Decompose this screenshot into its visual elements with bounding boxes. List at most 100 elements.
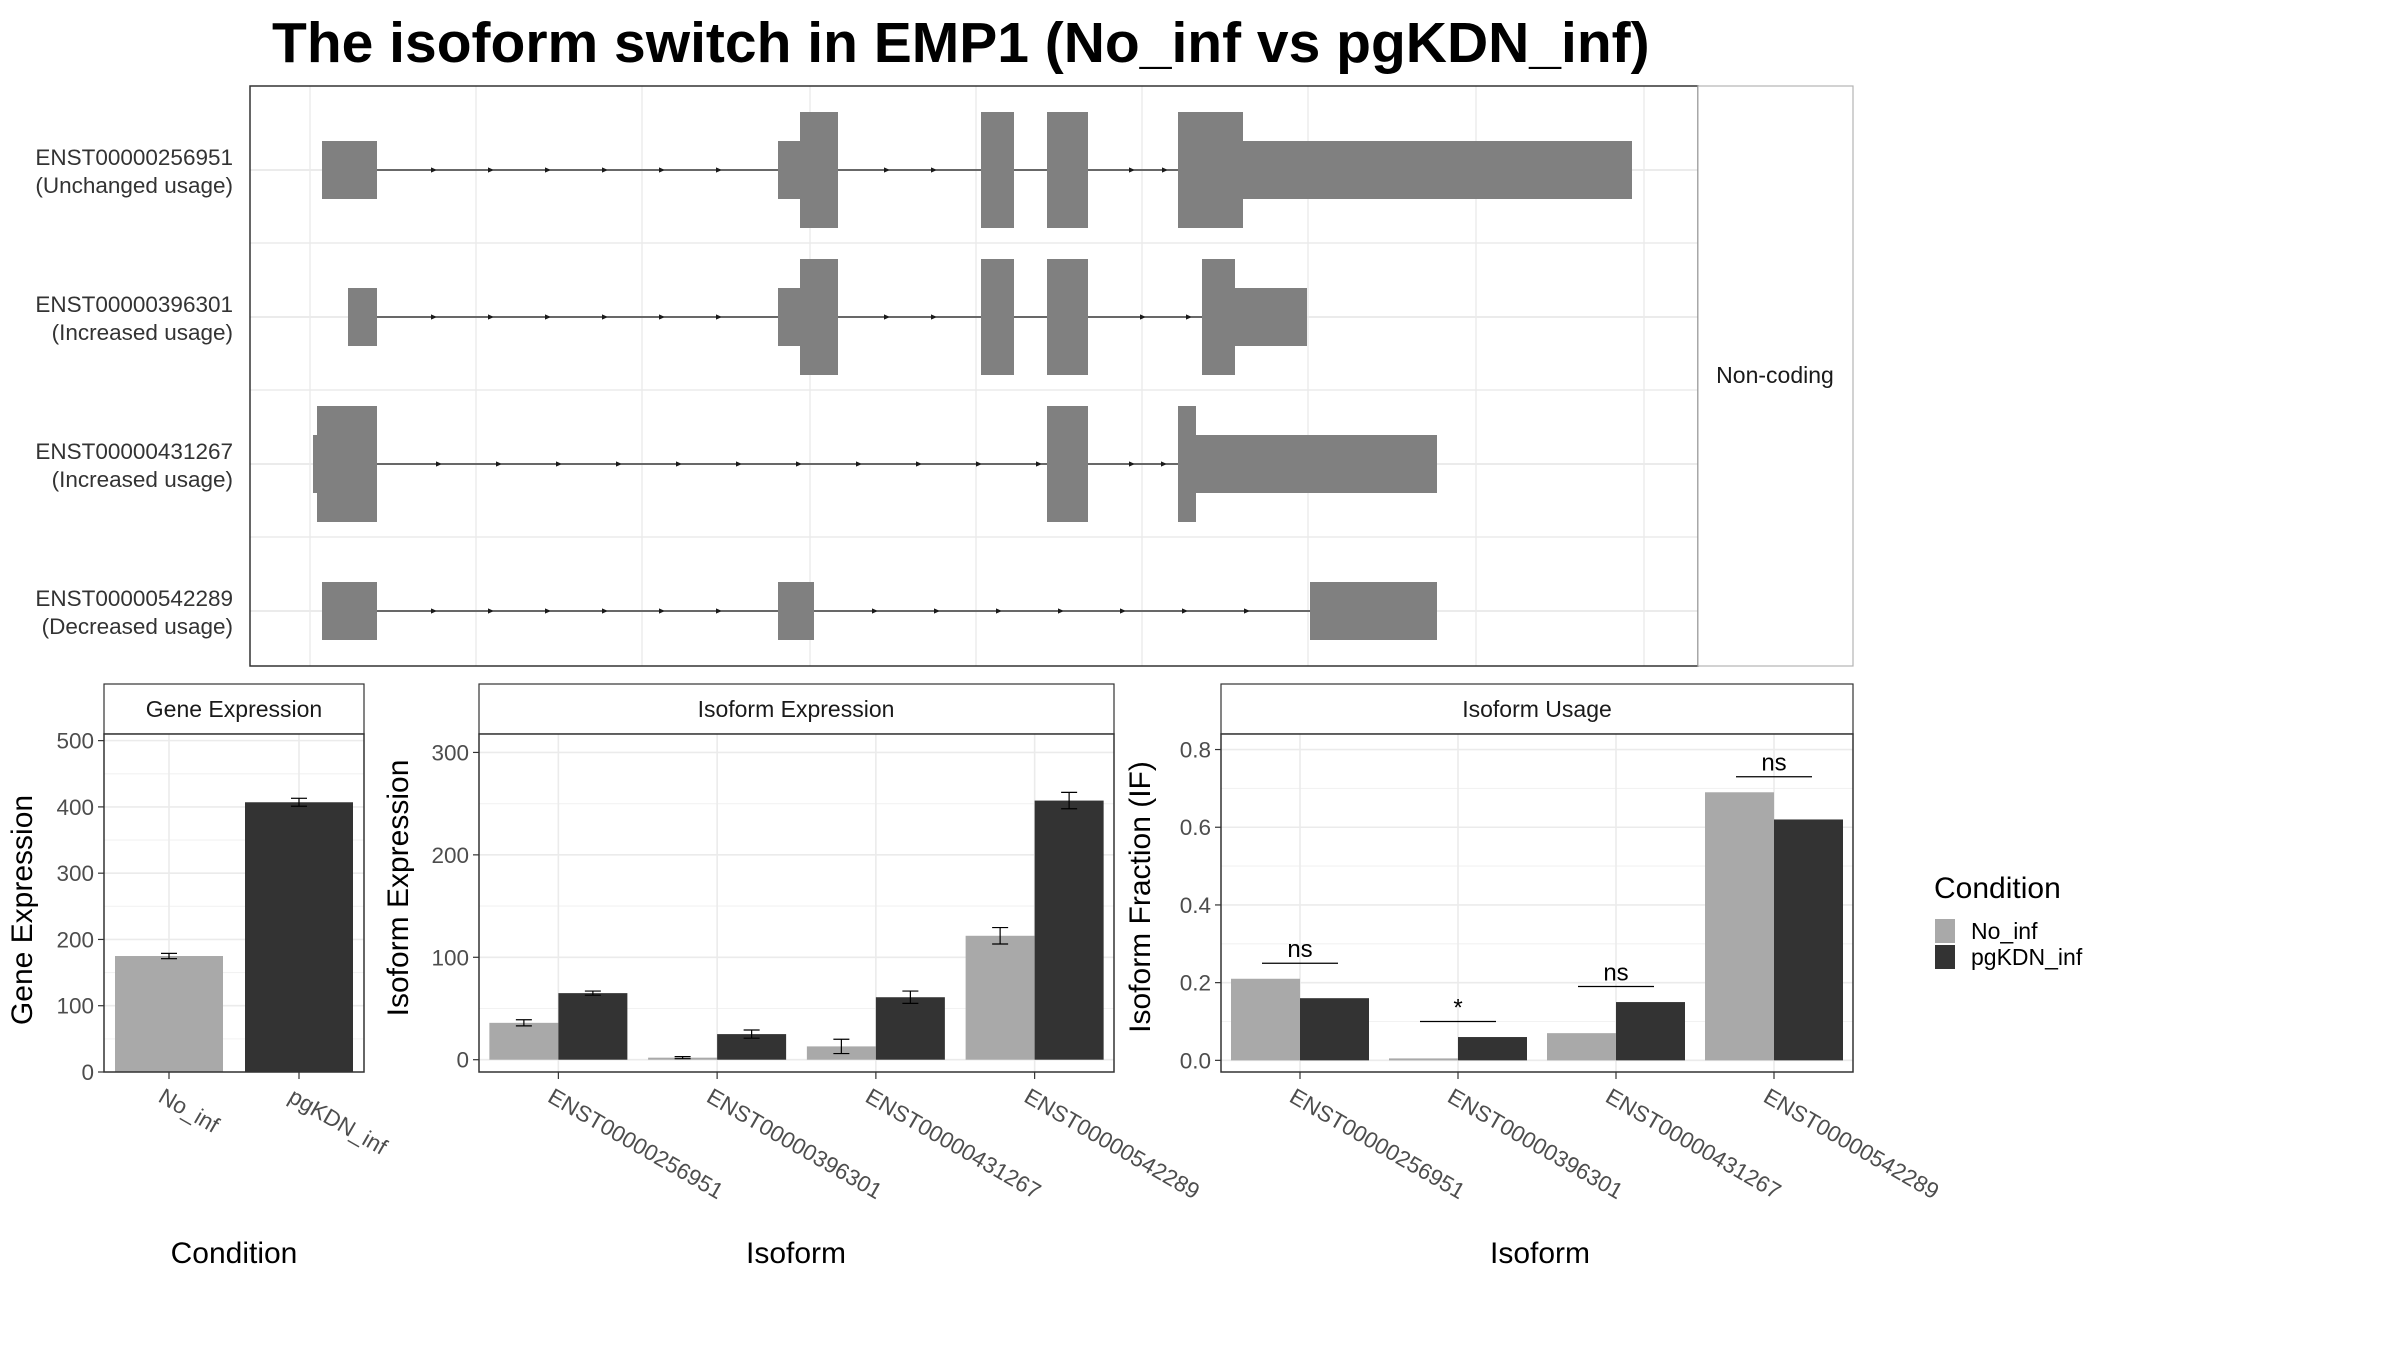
isoform-expression-panel: Isoform Expression 0 100 200 300 ENST0000025… [382, 683, 1204, 1270]
exon-block [322, 582, 377, 640]
intron-direction-arrow [659, 314, 665, 320]
plot-border [478, 733, 1115, 1073]
exon-block [317, 406, 377, 522]
intron-direction-arrow [431, 314, 437, 320]
legend: Condition No_inf pgKDN_inf [1934, 872, 2083, 970]
intron-direction-arrow [916, 461, 922, 467]
x-tick-label: ENST00000542289 [1760, 1084, 1944, 1204]
exon-block [778, 141, 800, 199]
intron-direction-arrow [1058, 608, 1064, 614]
exon-block [1047, 112, 1088, 228]
isoform-usage-ylabel: Isoform Fraction (IF) [1124, 761, 1157, 1033]
intron-direction-arrow [488, 608, 494, 614]
isoform-expression-plot: 0 100 200 300 ENST00000256951ENST00000396301… [431, 733, 1204, 1204]
intron-direction-arrow [1120, 608, 1126, 614]
significance-label: ns [1761, 750, 1786, 777]
intron-direction-arrow [884, 314, 890, 320]
intron-direction-arrow [496, 461, 502, 467]
transcript-usage-label: (Unchanged usage) [35, 173, 233, 198]
intron-direction-arrow [976, 461, 982, 467]
intron-direction-arrow [996, 608, 1002, 614]
intron-direction-arrow [602, 608, 608, 614]
intron-direction-arrow [1161, 461, 1167, 467]
bar [875, 997, 945, 1060]
x-tick-label: ENST00000431267 [1602, 1084, 1786, 1204]
intron-direction-arrow [1182, 608, 1188, 614]
bar [1616, 1002, 1685, 1061]
intron-direction-arrow [488, 167, 494, 173]
plot-border [1220, 733, 1854, 1073]
exon-block [778, 582, 814, 640]
x-tick-label: ENST00000396301 [703, 1084, 887, 1204]
intron-direction-arrow [556, 461, 562, 467]
intron-direction-arrow [676, 461, 682, 467]
y-tick-label: 0.2 [1180, 971, 1211, 996]
y-tick-label: 0.8 [1180, 738, 1211, 763]
intron-direction-arrow [934, 608, 940, 614]
isoform-expression-strip [478, 683, 1115, 735]
legend-title: Condition [1934, 872, 2061, 905]
intron-direction-arrow [796, 461, 802, 467]
bar [1034, 800, 1104, 1060]
figure-title: The isoform switch in EMP1 (No_inf vs pg… [272, 11, 1650, 75]
intron-direction-arrow [856, 461, 862, 467]
transcript-id-label: ENST00000431267 [35, 439, 233, 464]
exon-block [1202, 259, 1235, 375]
intron-direction-arrow [659, 167, 665, 173]
exon-block [1196, 435, 1437, 493]
gene-expression-strip-label: Gene Expression [146, 696, 322, 722]
gene-expression-xlabel: Condition [171, 1237, 298, 1270]
transcript-id-label: ENST00000256951 [35, 145, 233, 170]
y-tick-label: 100 [56, 994, 94, 1019]
y-tick-label: 300 [56, 861, 94, 886]
y-tick-label: 500 [56, 729, 94, 754]
transcript-ENST00000256951 [322, 112, 1632, 228]
intron-direction-arrow [659, 608, 665, 614]
legend-key-pgkdn-inf [1935, 945, 1955, 969]
y-tick-label: 200 [56, 927, 94, 952]
exon-block [778, 288, 800, 346]
isoform-usage-plot: 0.00.20.40.60.8ns*nsnsENST00000256951ENS… [1180, 733, 1944, 1204]
intron-direction-arrow [431, 167, 437, 173]
isoform-usage-strip [1220, 683, 1854, 735]
significance-label: ns [1603, 960, 1628, 987]
gene-structure-panel: Non-coding ENST00000256951 (Unchanged usa… [35, 85, 1854, 667]
exon-block [1235, 288, 1307, 346]
structure-facet-strip [1697, 85, 1854, 667]
bar [558, 993, 628, 1060]
y-tick-label: 200 [431, 843, 469, 868]
y-tick-label: 0 [456, 1048, 469, 1073]
bar [1774, 819, 1843, 1061]
intron-direction-arrow [431, 608, 437, 614]
intron-direction-arrow [736, 461, 742, 467]
legend-label-pgkdn-inf: pgKDN_inf [1971, 944, 2083, 970]
isoform-usage-panel: Isoform Usage 0.0 0.2 0.4 0.6 0.8 ns * ns ns ENST… [1124, 683, 1944, 1270]
exon-block [1178, 406, 1196, 522]
y-tick-label: 0.4 [1180, 893, 1211, 918]
intron-direction-arrow [602, 167, 608, 173]
isoform-usage-xlabel: Isoform [1490, 1237, 1590, 1270]
exon-block [322, 141, 377, 199]
bar [1547, 1033, 1616, 1061]
intron-direction-arrow [931, 314, 937, 320]
y-tick-label: 0.6 [1180, 815, 1211, 840]
intron-direction-arrow [545, 608, 551, 614]
x-tick-label: pgKDN_inf [285, 1084, 392, 1160]
y-tick-label: 0.0 [1180, 1048, 1211, 1073]
gene-expression-ylabel: Gene Expression [6, 795, 39, 1025]
legend-key-no-inf [1935, 919, 1955, 943]
intron-direction-arrow [1244, 608, 1250, 614]
legend-label-no-inf: No_inf [1971, 918, 2038, 944]
exon-block [1178, 112, 1243, 228]
intron-direction-arrow [1129, 461, 1135, 467]
intron-direction-arrow [1129, 167, 1135, 173]
x-tick-label: ENST00000431267 [861, 1084, 1045, 1204]
transcript-id-label: ENST00000396301 [35, 292, 233, 317]
exon-block [1310, 582, 1437, 640]
transcript-usage-label: (Increased usage) [52, 467, 233, 492]
significance-label: ns [1287, 936, 1312, 963]
transcript-ENST00000542289 [322, 582, 1437, 640]
gene-expression-panel: Gene Expression 0 100 200 300 400 500 No_inf pg… [6, 683, 392, 1270]
gene-expression-strip [103, 683, 365, 735]
